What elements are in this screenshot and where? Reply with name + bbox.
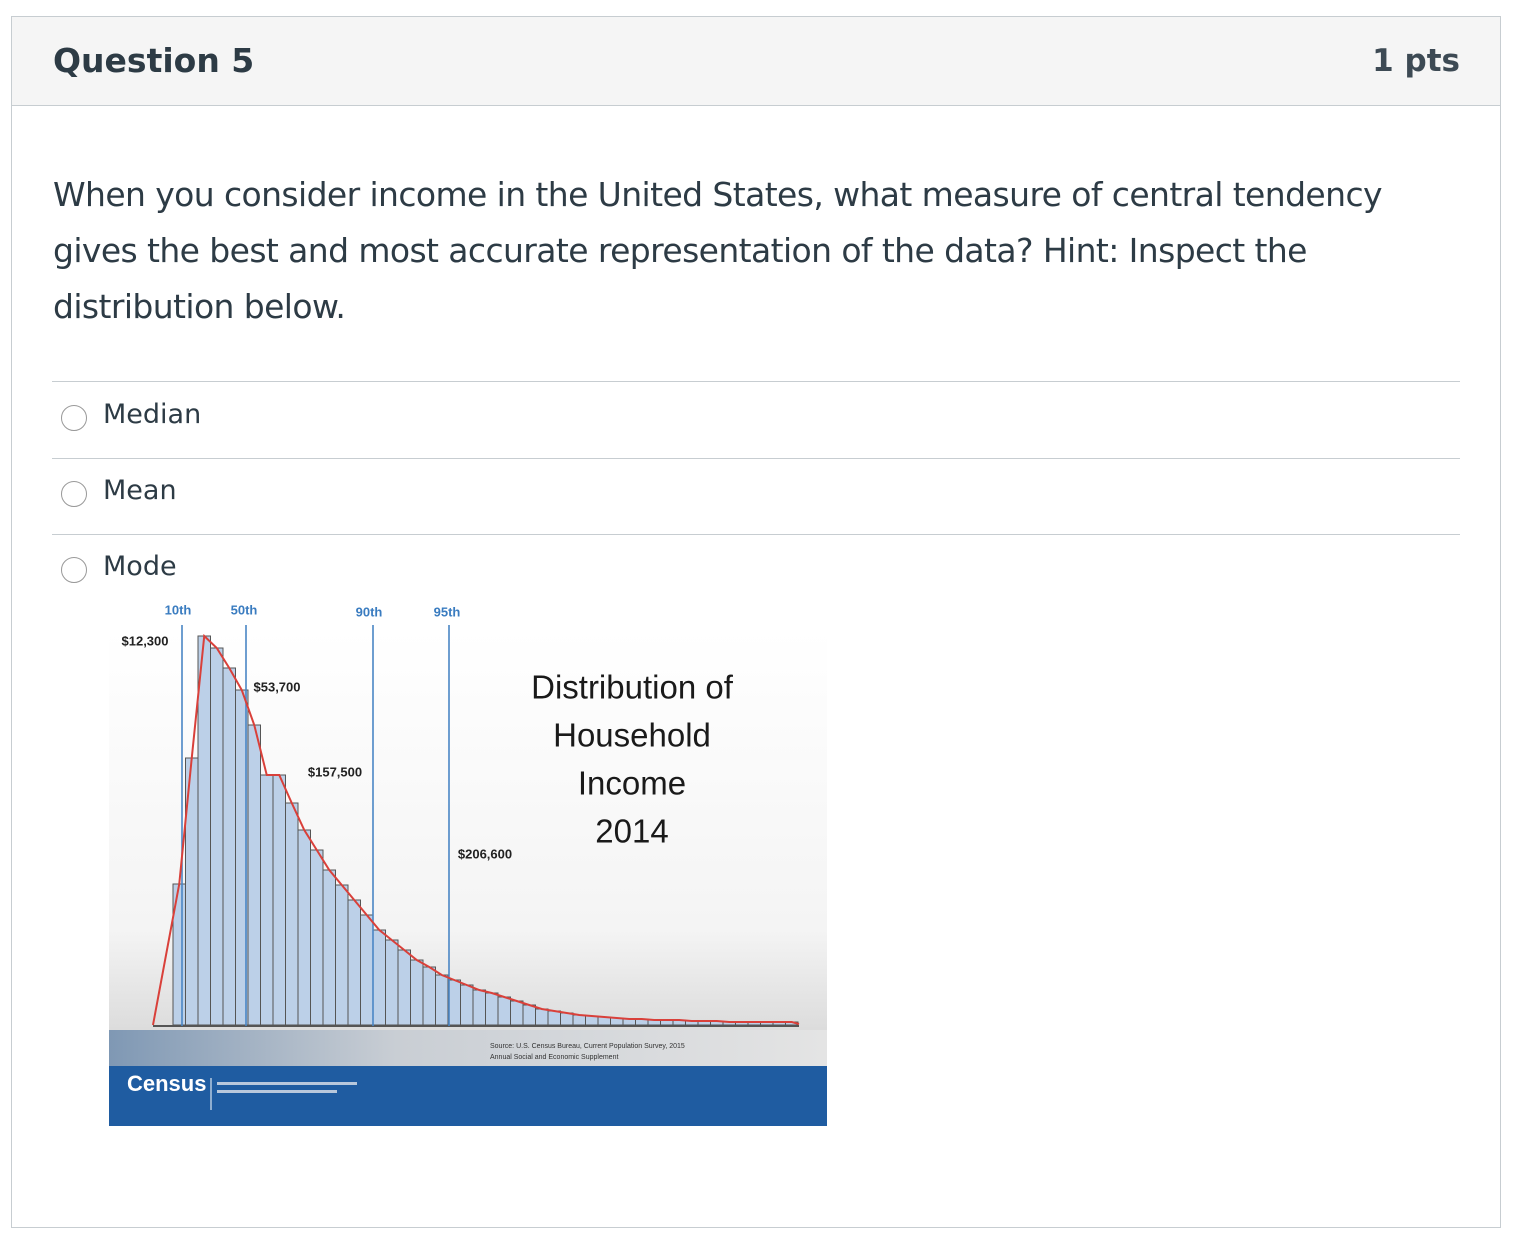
option-label: Mean	[103, 475, 177, 506]
percentile-value: $157,500	[308, 764, 362, 779]
question-text: When you consider income in the United S…	[53, 175, 1383, 326]
footer-band	[109, 1066, 827, 1126]
percentile-value: $206,600	[458, 846, 512, 861]
histogram-bar	[210, 647, 224, 1026]
option-label: Mode	[103, 551, 177, 582]
percentile-value: $53,700	[254, 679, 301, 694]
band	[109, 1030, 827, 1066]
figure-title: Distribution of	[531, 669, 734, 706]
histogram-bar	[422, 966, 436, 1026]
percentile-label: 95th	[434, 604, 461, 619]
histogram-bar	[535, 1008, 549, 1026]
percentile-label: 90th	[356, 604, 383, 619]
histogram-bar	[310, 849, 324, 1026]
histogram-bar	[385, 939, 399, 1026]
logo: Census	[127, 1071, 206, 1096]
separator	[52, 534, 1460, 535]
histogram-bar	[522, 1004, 536, 1026]
histogram-bar	[572, 1014, 586, 1026]
density-curve	[152, 633, 800, 1026]
histogram-bar	[360, 914, 374, 1026]
histogram-bar	[372, 929, 386, 1026]
source-note: Annual Social and Economic Supplement	[490, 1054, 618, 1061]
histogram-bar	[272, 774, 286, 1026]
histogram-bar	[560, 1012, 574, 1026]
radio-button[interactable]	[61, 481, 87, 507]
histogram-bar	[260, 774, 274, 1026]
histogram-bar	[247, 724, 261, 1026]
histogram-bar	[510, 1000, 524, 1026]
histogram-bar	[460, 984, 474, 1026]
logo-text	[217, 1082, 357, 1085]
separator	[52, 381, 1460, 382]
histogram-bar	[347, 899, 361, 1026]
histogram-bar	[197, 635, 211, 1026]
figure-title: Income	[578, 765, 686, 802]
logo-text	[217, 1090, 337, 1093]
histogram-bar	[285, 802, 299, 1026]
histogram-bar	[485, 992, 499, 1026]
separator	[52, 458, 1460, 459]
histogram-bar	[335, 884, 349, 1026]
histogram-bar	[547, 1010, 561, 1026]
source-note: Source: U.S. Census Bureau, Current Popu…	[490, 1043, 685, 1050]
histogram-bar	[447, 979, 461, 1026]
histogram-bar	[410, 959, 424, 1026]
percentile-label: 10th	[165, 602, 192, 617]
figure-title: Household	[553, 717, 711, 754]
histogram-bar	[472, 989, 486, 1026]
percentile-value: $12,300	[122, 633, 169, 648]
histogram-bar	[222, 667, 236, 1026]
radio-button[interactable]	[61, 557, 87, 583]
histogram-bar	[397, 949, 411, 1026]
figure: 10th $12,300 50th $53,700 90th $157,500 95th $2…	[109, 602, 827, 1126]
question-points: 1 pts	[1372, 43, 1460, 79]
histogram-bar	[322, 869, 336, 1026]
radio-button[interactable]	[61, 405, 87, 431]
percentile-lines	[181, 625, 450, 1026]
histogram-bar	[497, 996, 511, 1026]
figure-title: 2014	[595, 813, 668, 850]
percentile-label: 50th	[231, 602, 258, 617]
question-title: Question 5	[53, 41, 255, 80]
option-label: Median	[103, 399, 202, 430]
histogram-bar	[297, 829, 311, 1026]
question-header: Question 5 1 pts	[12, 17, 1500, 106]
question-card: Question 5 1 pts When you consider incom…	[11, 16, 1501, 1228]
histogram-bar	[435, 974, 449, 1026]
